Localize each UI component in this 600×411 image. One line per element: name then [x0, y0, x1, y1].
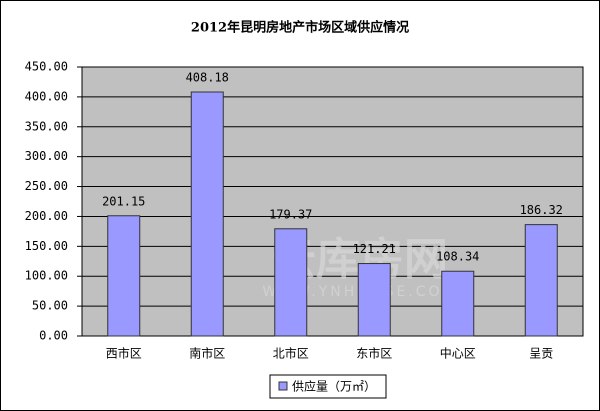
x-tick-label: 呈贡 [529, 347, 553, 361]
y-tick-label: 450.00 [25, 60, 68, 74]
y-tick-label: 50.00 [32, 299, 68, 313]
legend-box [269, 374, 387, 399]
x-tick-label: 中心区 [440, 346, 476, 361]
data-label: 121.21 [353, 242, 396, 256]
x-tick-label: 西市区 [106, 346, 142, 361]
x-tick-label: 北市区 [273, 346, 309, 361]
data-label: 179.37 [269, 207, 312, 221]
y-tick-label: 100.00 [25, 269, 68, 283]
y-tick-label: 350.00 [25, 119, 68, 133]
y-tick-label: 400.00 [25, 89, 68, 103]
data-label: 108.34 [436, 250, 479, 264]
x-tick-label: 南市区 [189, 346, 225, 361]
x-tick-label: 东市区 [356, 346, 392, 361]
plot-area [81, 66, 584, 337]
y-tick-label: 200.00 [25, 209, 68, 223]
data-label: 201.15 [102, 194, 145, 208]
bar [107, 215, 141, 337]
data-label: 408.18 [186, 70, 229, 84]
y-tick-label: 250.00 [25, 179, 68, 193]
y-tick-label: 300.00 [25, 149, 68, 163]
y-tick-label: 150.00 [25, 239, 68, 253]
y-tick-label: 0.00 [39, 329, 68, 343]
bar [274, 228, 308, 337]
data-label: 186.32 [520, 203, 563, 217]
legend-label: 供应量（万㎡） [292, 379, 376, 394]
chart-title: 2012年昆明房地产市场区域供应情况 [191, 20, 409, 36]
legend-swatch [278, 381, 288, 391]
bar [441, 270, 475, 337]
bar [357, 263, 391, 337]
bar [190, 91, 224, 337]
bar [524, 224, 558, 337]
